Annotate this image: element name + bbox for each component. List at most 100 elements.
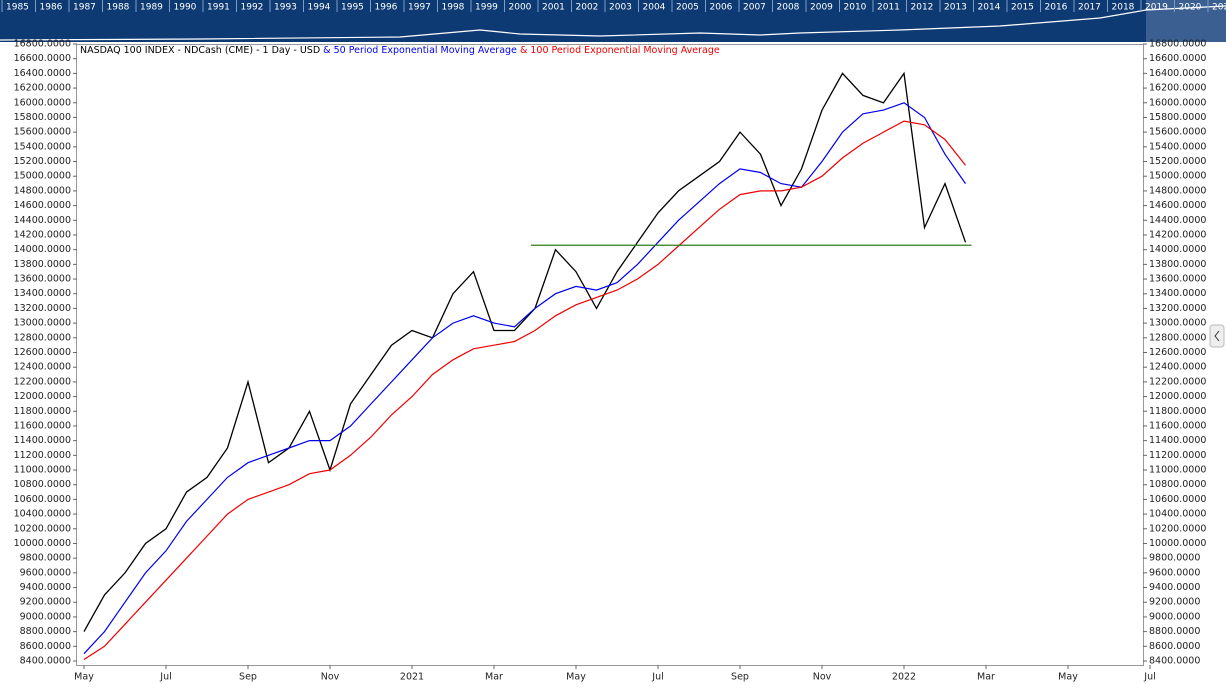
- x-tick-label: Mar: [977, 672, 995, 683]
- navigator-year: 2001: [542, 3, 565, 13]
- navigator-year: 1998: [442, 3, 465, 13]
- navigator-year: 1986: [40, 3, 63, 13]
- y2-tick-label: 8800.0000: [1149, 626, 1200, 637]
- y-tick-label: 12200.0000: [14, 376, 71, 387]
- y-tick-label: 9200.0000: [20, 597, 71, 608]
- y-tick-label: 12600.0000: [14, 347, 71, 358]
- y-tick-label: 8400.0000: [20, 656, 71, 667]
- y2-tick-label: 11000.0000: [1149, 465, 1206, 476]
- y2-tick-label: 9600.0000: [1149, 567, 1200, 578]
- navigator-year: 2003: [609, 3, 632, 13]
- legend: NASDAQ 100 INDEX - NDCash (CME) - 1 Day …: [80, 45, 720, 56]
- y-tick-label: 15400.0000: [14, 141, 71, 152]
- y2-tick-label: 14200.0000: [1149, 229, 1206, 240]
- y2-tick-label: 12800.0000: [1149, 332, 1206, 343]
- navigator-year: 1985: [6, 3, 29, 13]
- series-line: [83, 71, 967, 632]
- y2-tick-label: 11800.0000: [1149, 406, 1206, 417]
- y-tick-label: 10000.0000: [14, 538, 71, 549]
- y-tick-label: 16200.0000: [14, 83, 71, 94]
- y-tick-label: 11400.0000: [14, 435, 71, 446]
- y-tick-label: 14800.0000: [14, 185, 71, 196]
- x-tick-label: Jul: [1143, 672, 1155, 683]
- y-tick-label: 16800.0000: [14, 39, 71, 50]
- navigator-year: 2020: [1179, 3, 1202, 13]
- y-tick-label: 8800.0000: [20, 626, 71, 637]
- y2-tick-label: 12200.0000: [1149, 376, 1206, 387]
- navigator-year: 1999: [475, 3, 498, 13]
- y-tick-label: 9400.0000: [20, 582, 71, 593]
- y-tick-label: 10600.0000: [14, 494, 71, 505]
- navigator-year: 2006: [710, 3, 733, 13]
- y2-tick-label: 16600.0000: [1149, 53, 1206, 64]
- navigator-year: 1994: [308, 3, 331, 13]
- x-tick-label: Jul: [651, 672, 663, 683]
- navigator[interactable]: [0, 0, 1226, 42]
- y-tick-label: 15000.0000: [14, 171, 71, 182]
- navigator-year: 2008: [777, 3, 800, 13]
- y2-tick-label: 13000.0000: [1149, 318, 1206, 329]
- y-tick-label: 16400.0000: [14, 68, 71, 79]
- y2-tick-label: 16400.0000: [1149, 68, 1206, 79]
- navigator-year: 1996: [375, 3, 398, 13]
- y-tick-label: 11800.0000: [14, 406, 71, 417]
- y-tick-label: 14600.0000: [14, 200, 71, 211]
- x-tick-label: Mar: [485, 672, 503, 683]
- navigator-year: 2021: [1212, 3, 1226, 13]
- navigator-year: 2017: [1078, 3, 1101, 13]
- y2-tick-label: 15800.0000: [1149, 112, 1206, 123]
- y2-tick-label: 15600.0000: [1149, 127, 1206, 138]
- y-tick-label: 13400.0000: [14, 288, 71, 299]
- navigator-year: 1988: [107, 3, 130, 13]
- y-tick-label: 9000.0000: [20, 611, 71, 622]
- y-tick-label: 8600.0000: [20, 641, 71, 652]
- y2-tick-label: 16800.0000: [1149, 39, 1206, 50]
- navigator-years: 1985 1986 1987 1988 1989 1990 1991 1992 1993 1994…: [1, 0, 1226, 13]
- y2-tick-label: 13200.0000: [1149, 303, 1206, 314]
- navigator-year: 2019: [1145, 3, 1168, 13]
- y-tick-label: 12800.0000: [14, 332, 71, 343]
- y-tick-label: 9600.0000: [20, 567, 71, 578]
- y-tick-label: 13600.0000: [14, 274, 71, 285]
- navigator-year: 2005: [676, 3, 699, 13]
- x-tick-label: May: [74, 672, 94, 683]
- y2-tick-label: 15400.0000: [1149, 141, 1206, 152]
- navigator-year: 1997: [408, 3, 431, 13]
- y-tick-label: 15200.0000: [14, 156, 71, 167]
- y-tick-label: 16600.0000: [14, 53, 71, 64]
- y2-tick-label: 12600.0000: [1149, 347, 1206, 358]
- navigator-year: 2000: [509, 3, 532, 13]
- collapse-button[interactable]: [1209, 324, 1225, 348]
- y2-tick-label: 16000.0000: [1149, 97, 1206, 108]
- y-tick-label: 14200.0000: [14, 229, 71, 240]
- y2-tick-label: 14000.0000: [1149, 244, 1206, 255]
- x-tick-label: Nov: [321, 672, 340, 683]
- navigator-year: 2009: [810, 3, 833, 13]
- navigator-year: 2013: [944, 3, 967, 13]
- y2-tick-label: 14800.0000: [1149, 185, 1206, 196]
- y2-tick-label: 9400.0000: [1149, 582, 1200, 593]
- y-tick-label: 11000.0000: [14, 465, 71, 476]
- y-tick-label: 14400.0000: [14, 215, 71, 226]
- y2-tick-label: 10600.0000: [1149, 494, 1206, 505]
- y-tick-label: 13200.0000: [14, 303, 71, 314]
- y2-tick-label: 13800.0000: [1149, 259, 1206, 270]
- y2-tick-label: 11400.0000: [1149, 435, 1206, 446]
- y2-tick-label: 10200.0000: [1149, 523, 1206, 534]
- x-tick-label: Sep: [239, 672, 257, 683]
- navigator-year: 1990: [174, 3, 197, 13]
- y-tick-label: 10200.0000: [14, 523, 71, 534]
- navigator-year: 2012: [911, 3, 934, 13]
- navigator-year: 2010: [844, 3, 867, 13]
- x-tick-label: 2021: [400, 672, 424, 683]
- y-tick-label: 13800.0000: [14, 259, 71, 270]
- y-tick-label: 10800.0000: [14, 479, 71, 490]
- y-tick-label: 12000.0000: [14, 391, 71, 402]
- legend-entry: & 100 Period Exponential Moving Average: [520, 45, 720, 56]
- navigator-year: 2011: [877, 3, 900, 13]
- x-tick-label: 2022: [892, 672, 916, 683]
- navigator-year: 2014: [978, 3, 1001, 13]
- y2-tick-label: 12400.0000: [1149, 362, 1206, 373]
- y-tick-label: 12400.0000: [14, 362, 71, 373]
